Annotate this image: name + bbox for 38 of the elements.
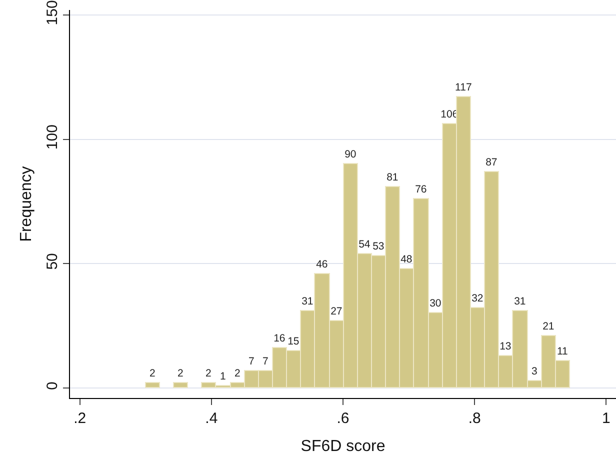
data-label: 11 xyxy=(556,346,568,358)
data-label: 117 xyxy=(455,82,472,94)
data-label: 2 xyxy=(178,368,184,380)
data-label: 27 xyxy=(330,306,342,318)
y-tick-label: 150 xyxy=(44,0,61,26)
y-tick-label: 100 xyxy=(44,124,61,150)
data-label: 81 xyxy=(386,172,398,184)
data-label: 31 xyxy=(302,296,314,308)
data-label: 13 xyxy=(500,340,512,352)
x-tick-label: .4 xyxy=(205,410,218,427)
x-tick-label: .6 xyxy=(336,410,350,427)
data-label: 21 xyxy=(542,320,554,332)
y-tick-label: 0 xyxy=(44,382,61,390)
data-label: 90 xyxy=(344,148,356,160)
x-tick-label: 1 xyxy=(602,410,610,427)
x-tick-label: .2 xyxy=(74,410,86,427)
data-label: 76 xyxy=(415,184,427,196)
data-label: 30 xyxy=(430,298,442,310)
data-label: 2 xyxy=(150,368,156,380)
data-label: 46 xyxy=(316,258,328,270)
data-label: 32 xyxy=(472,292,484,304)
data-label: 16 xyxy=(274,332,286,344)
data-label: 2 xyxy=(206,368,212,380)
y-tick-label: 50 xyxy=(44,253,61,270)
data-label: 87 xyxy=(486,156,498,168)
data-label: 7 xyxy=(262,356,268,368)
data-label: 7 xyxy=(248,356,254,368)
data-label: 53 xyxy=(372,240,384,252)
y-axis-title: Frequency xyxy=(18,166,35,242)
data-label: 2 xyxy=(234,368,240,380)
data-label: 3 xyxy=(532,366,538,378)
data-label: 1 xyxy=(220,370,226,382)
data-label: 15 xyxy=(288,336,300,348)
data-label: 48 xyxy=(400,254,412,266)
x-axis-title: SF6D score xyxy=(300,438,386,455)
data-label: 31 xyxy=(514,296,526,308)
data-label: 54 xyxy=(358,238,370,250)
x-tick-label: .8 xyxy=(468,410,481,427)
